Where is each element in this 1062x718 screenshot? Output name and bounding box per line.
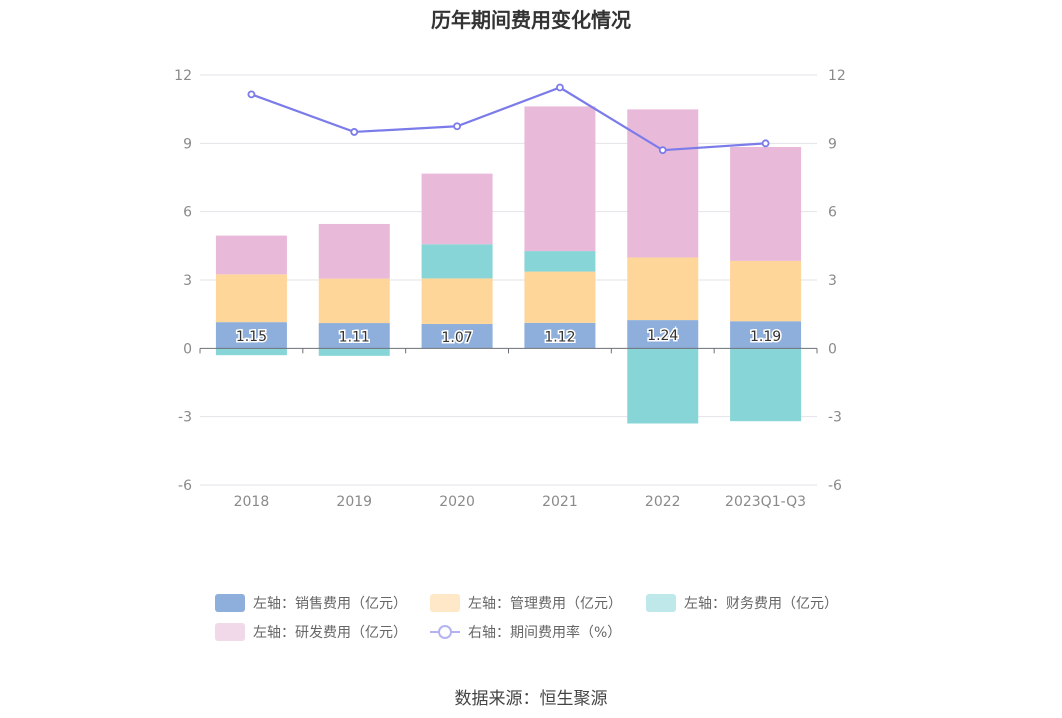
bar-segment bbox=[215, 235, 287, 275]
bar-segment bbox=[627, 320, 699, 349]
legend-item[interactable]: 左轴：管理费用（亿元） bbox=[430, 594, 622, 612]
legend-item[interactable]: 左轴：研发费用（亿元） bbox=[215, 623, 407, 641]
bar-segment bbox=[215, 348, 287, 356]
legend-swatch bbox=[215, 623, 245, 641]
bar-segment bbox=[421, 323, 493, 349]
bars bbox=[215, 106, 802, 424]
rate-point bbox=[556, 83, 564, 92]
right-axis-tick-label: 12 bbox=[828, 68, 846, 84]
bar-segment bbox=[627, 109, 699, 258]
rate-point bbox=[761, 139, 770, 148]
bar-value-label: 1.12 bbox=[544, 330, 575, 346]
x-axis-tick-label: 2019 bbox=[336, 494, 372, 510]
bar-segment bbox=[730, 260, 802, 322]
right-axis-tick-label: 9 bbox=[828, 136, 837, 152]
legend-swatch bbox=[430, 594, 460, 612]
bar-value-label: 1.19 bbox=[750, 329, 781, 345]
rate-point bbox=[453, 122, 461, 131]
right-axis-tick-label: 3 bbox=[828, 273, 837, 289]
x-axis-tick-label: 2021 bbox=[542, 494, 578, 510]
bar-value-label: 1.15 bbox=[236, 329, 267, 345]
grid-lines bbox=[200, 74, 817, 486]
x-axis-tick-label: 2023Q1-Q3 bbox=[725, 494, 806, 510]
right-axis-tick-label: 0 bbox=[828, 341, 837, 357]
bar-segment bbox=[730, 321, 802, 349]
bar-segment bbox=[524, 322, 596, 349]
legend-label: 右轴：期间费用率（%） bbox=[468, 624, 621, 641]
left-axis-tick-label: 3 bbox=[183, 273, 192, 289]
bar-segment bbox=[730, 146, 802, 261]
right-axis-tick-label: -3 bbox=[828, 410, 842, 426]
rate-point bbox=[658, 146, 667, 155]
legend-label: 左轴：销售费用（亿元） bbox=[253, 596, 407, 612]
rate-line bbox=[251, 86, 766, 152]
bar-segment bbox=[730, 348, 802, 422]
legend-label: 左轴：管理费用（亿元） bbox=[468, 596, 622, 612]
bar-segment bbox=[524, 106, 596, 252]
bar-segment bbox=[215, 322, 287, 349]
x-axis-tick-label: 2020 bbox=[439, 494, 475, 510]
bar-value-label: 1.11 bbox=[339, 330, 370, 346]
bar-segment bbox=[318, 223, 390, 279]
right-axis-tick-label: -6 bbox=[828, 478, 842, 494]
bar-segment bbox=[215, 274, 287, 323]
legend-item[interactable]: 左轴：销售费用（亿元） bbox=[215, 594, 407, 612]
bar-segment bbox=[318, 323, 390, 349]
bar-segment bbox=[421, 244, 493, 279]
bar-segment bbox=[627, 348, 699, 424]
left-axis-tick-label: -3 bbox=[178, 410, 192, 426]
legend-label: 左轴：研发费用（亿元） bbox=[253, 625, 407, 641]
legend-swatch bbox=[646, 594, 676, 612]
data-source: 数据来源：恒生聚源 bbox=[454, 689, 608, 709]
bar-segment bbox=[627, 257, 699, 321]
legend-marker-swatch bbox=[438, 625, 452, 639]
bar-segment bbox=[421, 173, 493, 245]
bar-segment bbox=[524, 271, 596, 323]
left-axis-tick-label: -6 bbox=[178, 478, 192, 494]
data-labels: 1.15 1.11 1.07 1.12 1.24 1.19 bbox=[234, 327, 782, 348]
bar-segment bbox=[318, 278, 390, 324]
left-axis-tick-label: 0 bbox=[183, 341, 192, 357]
bar-segment bbox=[318, 348, 390, 356]
right-axis-tick-label: 6 bbox=[828, 205, 837, 221]
rate-line-series bbox=[247, 83, 770, 155]
left-axis-tick-label: 6 bbox=[183, 205, 192, 221]
x-axis-tick-label: 2018 bbox=[234, 494, 270, 510]
x-axis-tick-label: 2022 bbox=[645, 494, 681, 510]
rate-point bbox=[247, 90, 256, 99]
bar-value-label: 1.24 bbox=[647, 328, 678, 344]
bar-segment bbox=[421, 278, 493, 324]
zero-axis bbox=[199, 347, 818, 354]
bar-value-label: 1.07 bbox=[441, 330, 472, 346]
legend-swatch bbox=[215, 594, 245, 612]
left-axis-tick-label: 9 bbox=[183, 136, 192, 152]
axes: -6 -3 0 3 6 9 12 -6 -3 0 3 6 9 12 2018 2019 2020 2021 2022… bbox=[174, 68, 846, 510]
left-axis-tick-label: 12 bbox=[174, 68, 192, 84]
bar-segment bbox=[524, 251, 596, 272]
rate-point bbox=[350, 128, 359, 136]
legend-item[interactable]: 左轴：财务费用（亿元） bbox=[646, 594, 838, 612]
legend: 左轴：销售费用（亿元） 左轴：管理费用（亿元） 左轴：财务费用（亿元） 左轴：研发费用… bbox=[215, 594, 838, 641]
legend-item[interactable]: 右轴：期间费用率（%） bbox=[430, 624, 621, 641]
chart-title: 历年期间费用变化情况 bbox=[431, 8, 631, 32]
legend-label: 左轴：财务费用（亿元） bbox=[684, 596, 838, 612]
